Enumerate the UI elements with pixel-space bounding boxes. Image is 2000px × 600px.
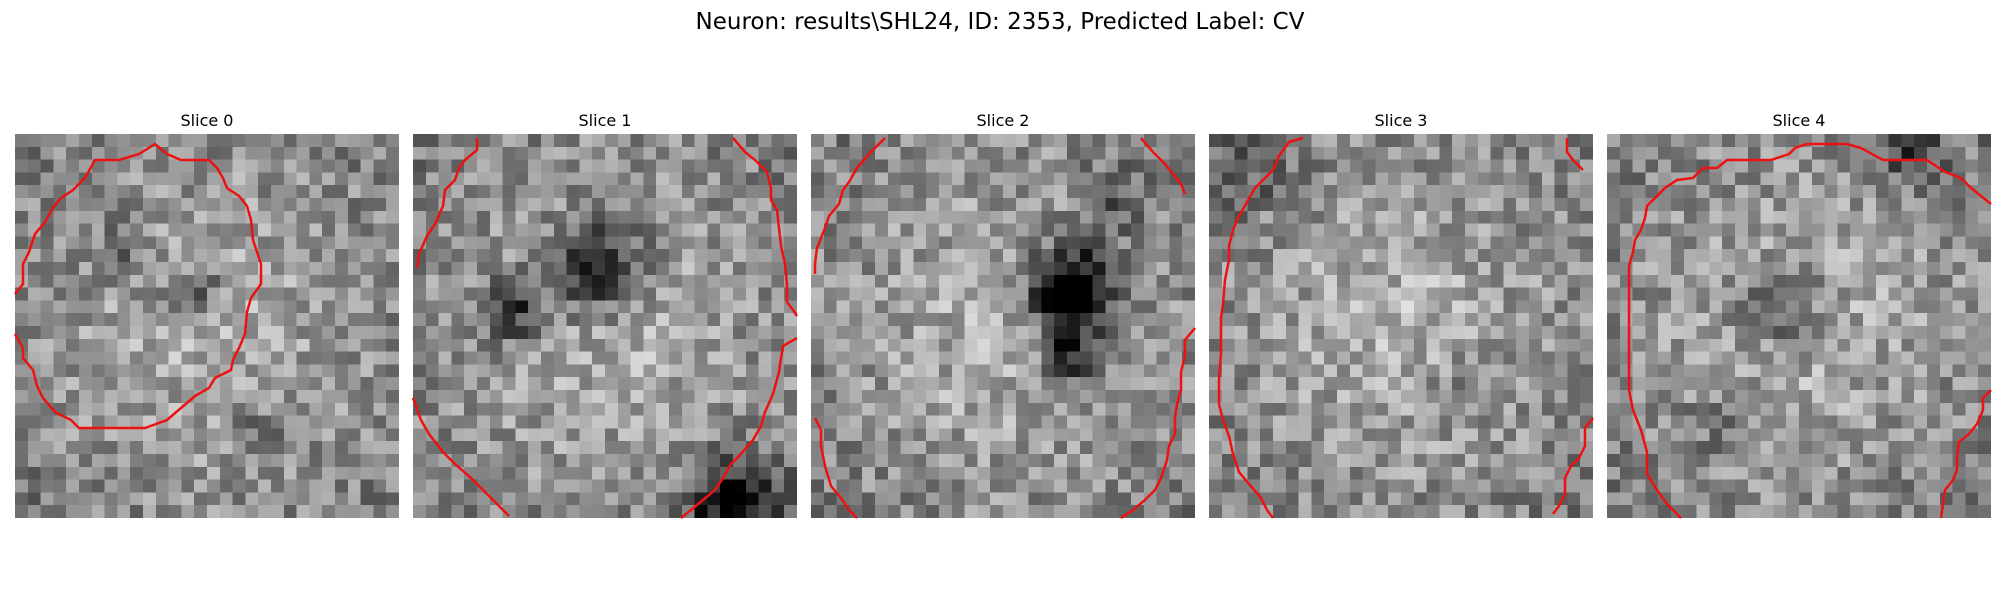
slice-title: Slice 4 — [1607, 108, 1991, 134]
contour-line — [413, 398, 509, 516]
contour-overlay — [413, 134, 797, 518]
contour-line — [733, 138, 797, 316]
contour-line — [1219, 138, 1303, 518]
slice-title: Slice 0 — [15, 108, 399, 134]
slice-title: Slice 2 — [811, 108, 1195, 134]
contour-overlay — [811, 134, 1195, 518]
contour-line — [1941, 390, 1991, 518]
contour-line — [815, 418, 857, 518]
contour-overlay — [1607, 134, 1991, 518]
contour-line — [1567, 138, 1583, 170]
slice-panel-2: Slice 2 — [811, 108, 1195, 134]
slice-panel-0: Slice 0 — [15, 108, 399, 134]
slice-panel-1: Slice 1 — [413, 108, 797, 134]
slice-title: Slice 3 — [1209, 108, 1593, 134]
contour-line — [1121, 328, 1195, 518]
figure-title: Neuron: results\SHL24, ID: 2353, Predict… — [0, 6, 2000, 38]
slice-panel-3: Slice 3 — [1209, 108, 1593, 134]
slice-panel-4: Slice 4 — [1607, 108, 1991, 134]
contour-line — [417, 138, 477, 268]
contour-line — [815, 138, 885, 274]
contour-line — [1141, 138, 1185, 194]
contour-overlay — [1209, 134, 1593, 518]
contour-line — [1629, 144, 1991, 518]
contour-overlay — [15, 134, 399, 518]
slice-title: Slice 1 — [413, 108, 797, 134]
contour-line — [15, 144, 261, 428]
contour-line — [681, 338, 797, 518]
contour-line — [1553, 418, 1593, 514]
